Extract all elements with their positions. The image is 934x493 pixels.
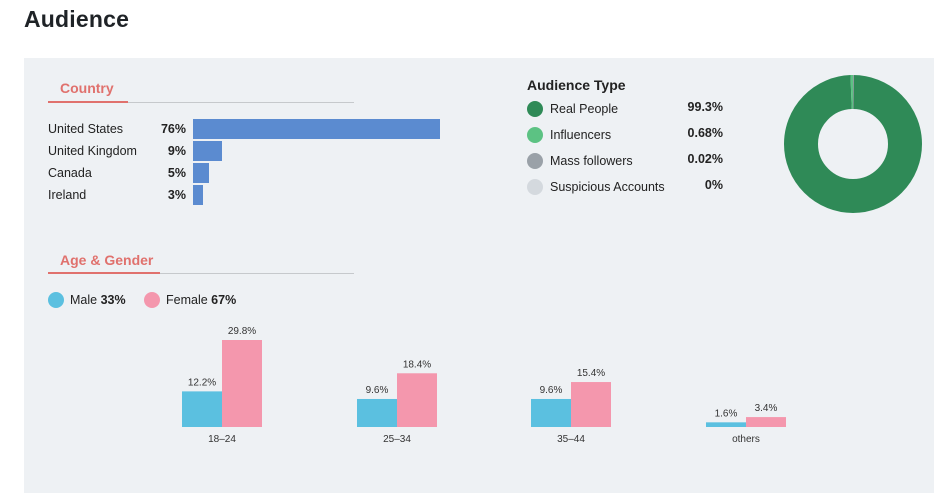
age-gender-section-accent bbox=[48, 272, 160, 274]
influencers-dot bbox=[527, 127, 543, 143]
bar-male bbox=[182, 391, 222, 427]
bar-value-label-male: 9.6% bbox=[366, 385, 389, 396]
legend-female-text: Female 67% bbox=[166, 293, 236, 307]
bar-male bbox=[706, 422, 746, 427]
bar-value-label-male: 9.6% bbox=[540, 385, 563, 396]
age-category-label: others bbox=[732, 434, 760, 445]
country-percent: 76% bbox=[160, 122, 186, 136]
country-section-rule bbox=[48, 101, 354, 103]
mass-followers-dot bbox=[527, 153, 543, 169]
age-gender-section-rule bbox=[48, 272, 354, 274]
bar-value-label-female: 15.4% bbox=[577, 368, 605, 379]
age-gender-section-title: Age & Gender bbox=[60, 252, 154, 268]
legend-male-text: Male 33% bbox=[70, 293, 126, 307]
bar-value-label-male: 1.6% bbox=[715, 408, 738, 419]
country-name: United States bbox=[48, 122, 124, 136]
country-name: Ireland bbox=[48, 188, 87, 202]
age-category-label: 35–44 bbox=[557, 434, 585, 445]
country-bar bbox=[193, 163, 210, 183]
bar-value-label-male: 12.2% bbox=[188, 377, 216, 388]
audience-panel: Country United States 76% United Kingdom… bbox=[24, 58, 934, 493]
real-people-dot bbox=[527, 101, 543, 117]
audience-type-value: 0.68% bbox=[687, 126, 723, 140]
country-row-united-kingdom: United Kingdom 9% bbox=[24, 141, 464, 163]
bar-value-label-female: 29.8% bbox=[228, 326, 256, 337]
audience-type-item-suspicious-accounts: Suspicious Accounts 0% bbox=[527, 177, 727, 199]
age-gender-bar-chart: 12.2% 29.8% 18–24 9.6% 18.4% 25–34 9.6% 15.4% 35… bbox=[182, 326, 786, 445]
female-dot bbox=[144, 292, 160, 308]
age-category-label: 18–24 bbox=[208, 434, 236, 445]
bar-female bbox=[571, 382, 611, 427]
audience-type-item-mass-followers: Mass followers 0.02% bbox=[527, 151, 727, 173]
country-bar bbox=[193, 141, 223, 161]
age-category-label: 25–34 bbox=[383, 434, 411, 445]
suspicious-accounts-dot bbox=[527, 179, 543, 195]
country-bar bbox=[193, 185, 203, 205]
page-title: Audience bbox=[24, 6, 130, 32]
audience-type-value: 99.3% bbox=[687, 100, 723, 114]
audience-type-item-influencers: Influencers 0.68% bbox=[527, 125, 727, 147]
country-bar bbox=[193, 119, 440, 139]
country-name: United Kingdom bbox=[48, 144, 137, 158]
country-percent: 5% bbox=[167, 166, 186, 180]
country-percent: 9% bbox=[167, 144, 186, 158]
bar-value-label-female: 3.4% bbox=[755, 403, 778, 414]
bar-value-label-female: 18.4% bbox=[403, 359, 431, 370]
legend-male-value: 33% bbox=[100, 293, 126, 307]
bar-female bbox=[222, 340, 262, 427]
legend-female-label: Female bbox=[166, 293, 208, 307]
audience-type-label: Mass followers bbox=[550, 154, 633, 168]
audience-type-title: Audience Type bbox=[527, 77, 626, 93]
donut-slice-mass-followers bbox=[784, 75, 922, 213]
bar-female bbox=[746, 417, 786, 427]
country-row-canada: Canada 5% bbox=[24, 163, 464, 185]
audience-type-value: 0% bbox=[704, 178, 723, 192]
country-section-accent bbox=[48, 101, 128, 103]
bar-male bbox=[531, 398, 571, 427]
audience-type-label: Influencers bbox=[550, 128, 612, 142]
audience-type-item-real-people: Real People 99.3% bbox=[527, 99, 727, 121]
country-name: Canada bbox=[48, 166, 92, 180]
country-row-ireland: Ireland 3% bbox=[24, 185, 464, 207]
country-row-united-states: United States 76% bbox=[24, 119, 464, 141]
donut-svg bbox=[784, 75, 922, 213]
audience-type-value: 0.02% bbox=[687, 152, 723, 166]
bar-female bbox=[397, 373, 437, 427]
legend-female-value: 67% bbox=[211, 293, 237, 307]
male-dot bbox=[48, 292, 64, 308]
legend-male-label: Male bbox=[70, 293, 98, 307]
country-percent: 3% bbox=[167, 188, 186, 202]
audience-type-donut-chart bbox=[784, 75, 922, 213]
audience-type-label: Real People bbox=[550, 102, 619, 116]
audience-type-label: Suspicious Accounts bbox=[550, 180, 665, 194]
bar-male bbox=[357, 398, 397, 427]
country-section-title: Country bbox=[60, 80, 114, 96]
